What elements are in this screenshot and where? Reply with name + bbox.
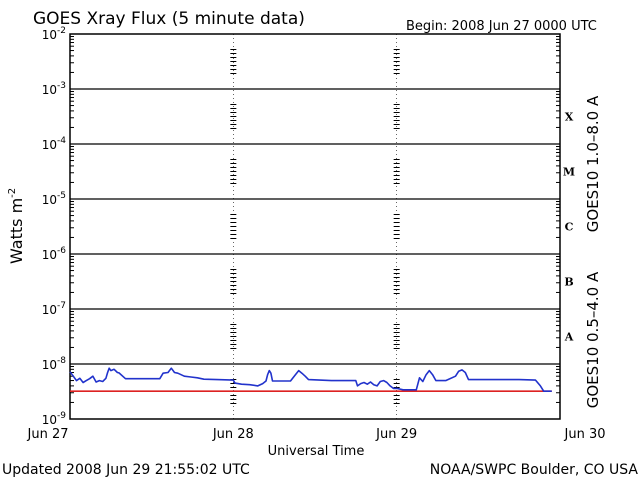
y-tick-label: 10-5	[42, 191, 66, 207]
x-tick-label: Jun 28	[212, 427, 254, 442]
y-tick-label: 10-9	[42, 411, 67, 427]
x-tick-label: Jun 30	[564, 427, 606, 442]
y-tick-label: 10-3	[42, 81, 66, 97]
series-lines	[69, 367, 552, 392]
y-tick-label: 10-7	[42, 301, 66, 317]
y-tick-label: 10-8	[42, 356, 67, 372]
series-line	[69, 367, 552, 392]
flare-class-labels: A B C M X	[563, 111, 575, 344]
flare-class-label: X	[565, 111, 574, 124]
y-axis-exponent: -2	[7, 188, 18, 198]
svg-text:Watts m-2: Watts m-2	[7, 188, 26, 264]
y-axis-title: Watts m-2	[7, 188, 26, 264]
x-axis-label: Universal Time	[268, 444, 365, 459]
legend-short-label: GOES10 0.5–4.0 A	[584, 271, 602, 408]
y-axis-label: Watts m	[7, 198, 26, 264]
y-tick-label: 10-4	[42, 136, 67, 152]
horizontal-grid	[70, 36, 560, 403]
flare-class-label: M	[563, 166, 575, 179]
credit-label: NOAA/SWPC Boulder, CO USA	[430, 462, 639, 478]
flare-class-label: C	[565, 221, 574, 234]
flare-class-label: B	[564, 276, 573, 289]
y-tick-label: 10-6	[42, 246, 67, 262]
legend-long-label: GOES10 1.0–8.0 A	[584, 95, 602, 232]
updated-timestamp: Updated 2008 Jun 29 21:55:02 UTC	[2, 462, 250, 478]
x-tick-labels: Jun 27 Jun 28 Jun 29 Jun 30	[27, 427, 606, 442]
vertical-grid	[230, 34, 400, 419]
y-tick-labels: 10-9 10-8 10-7 10-6 10-5 10-4 10-3 10-2	[42, 26, 67, 427]
flare-class-label: A	[564, 331, 574, 344]
chart-title: GOES Xray Flux (5 minute data)	[33, 9, 305, 29]
x-tick-label: Jun 29	[375, 427, 417, 442]
x-tick-label: Jun 27	[27, 427, 69, 442]
y-tick-label: 10-2	[42, 26, 66, 42]
plot-area	[69, 33, 561, 420]
begin-label: Begin: 2008 Jun 27 0000 UTC	[406, 19, 597, 34]
